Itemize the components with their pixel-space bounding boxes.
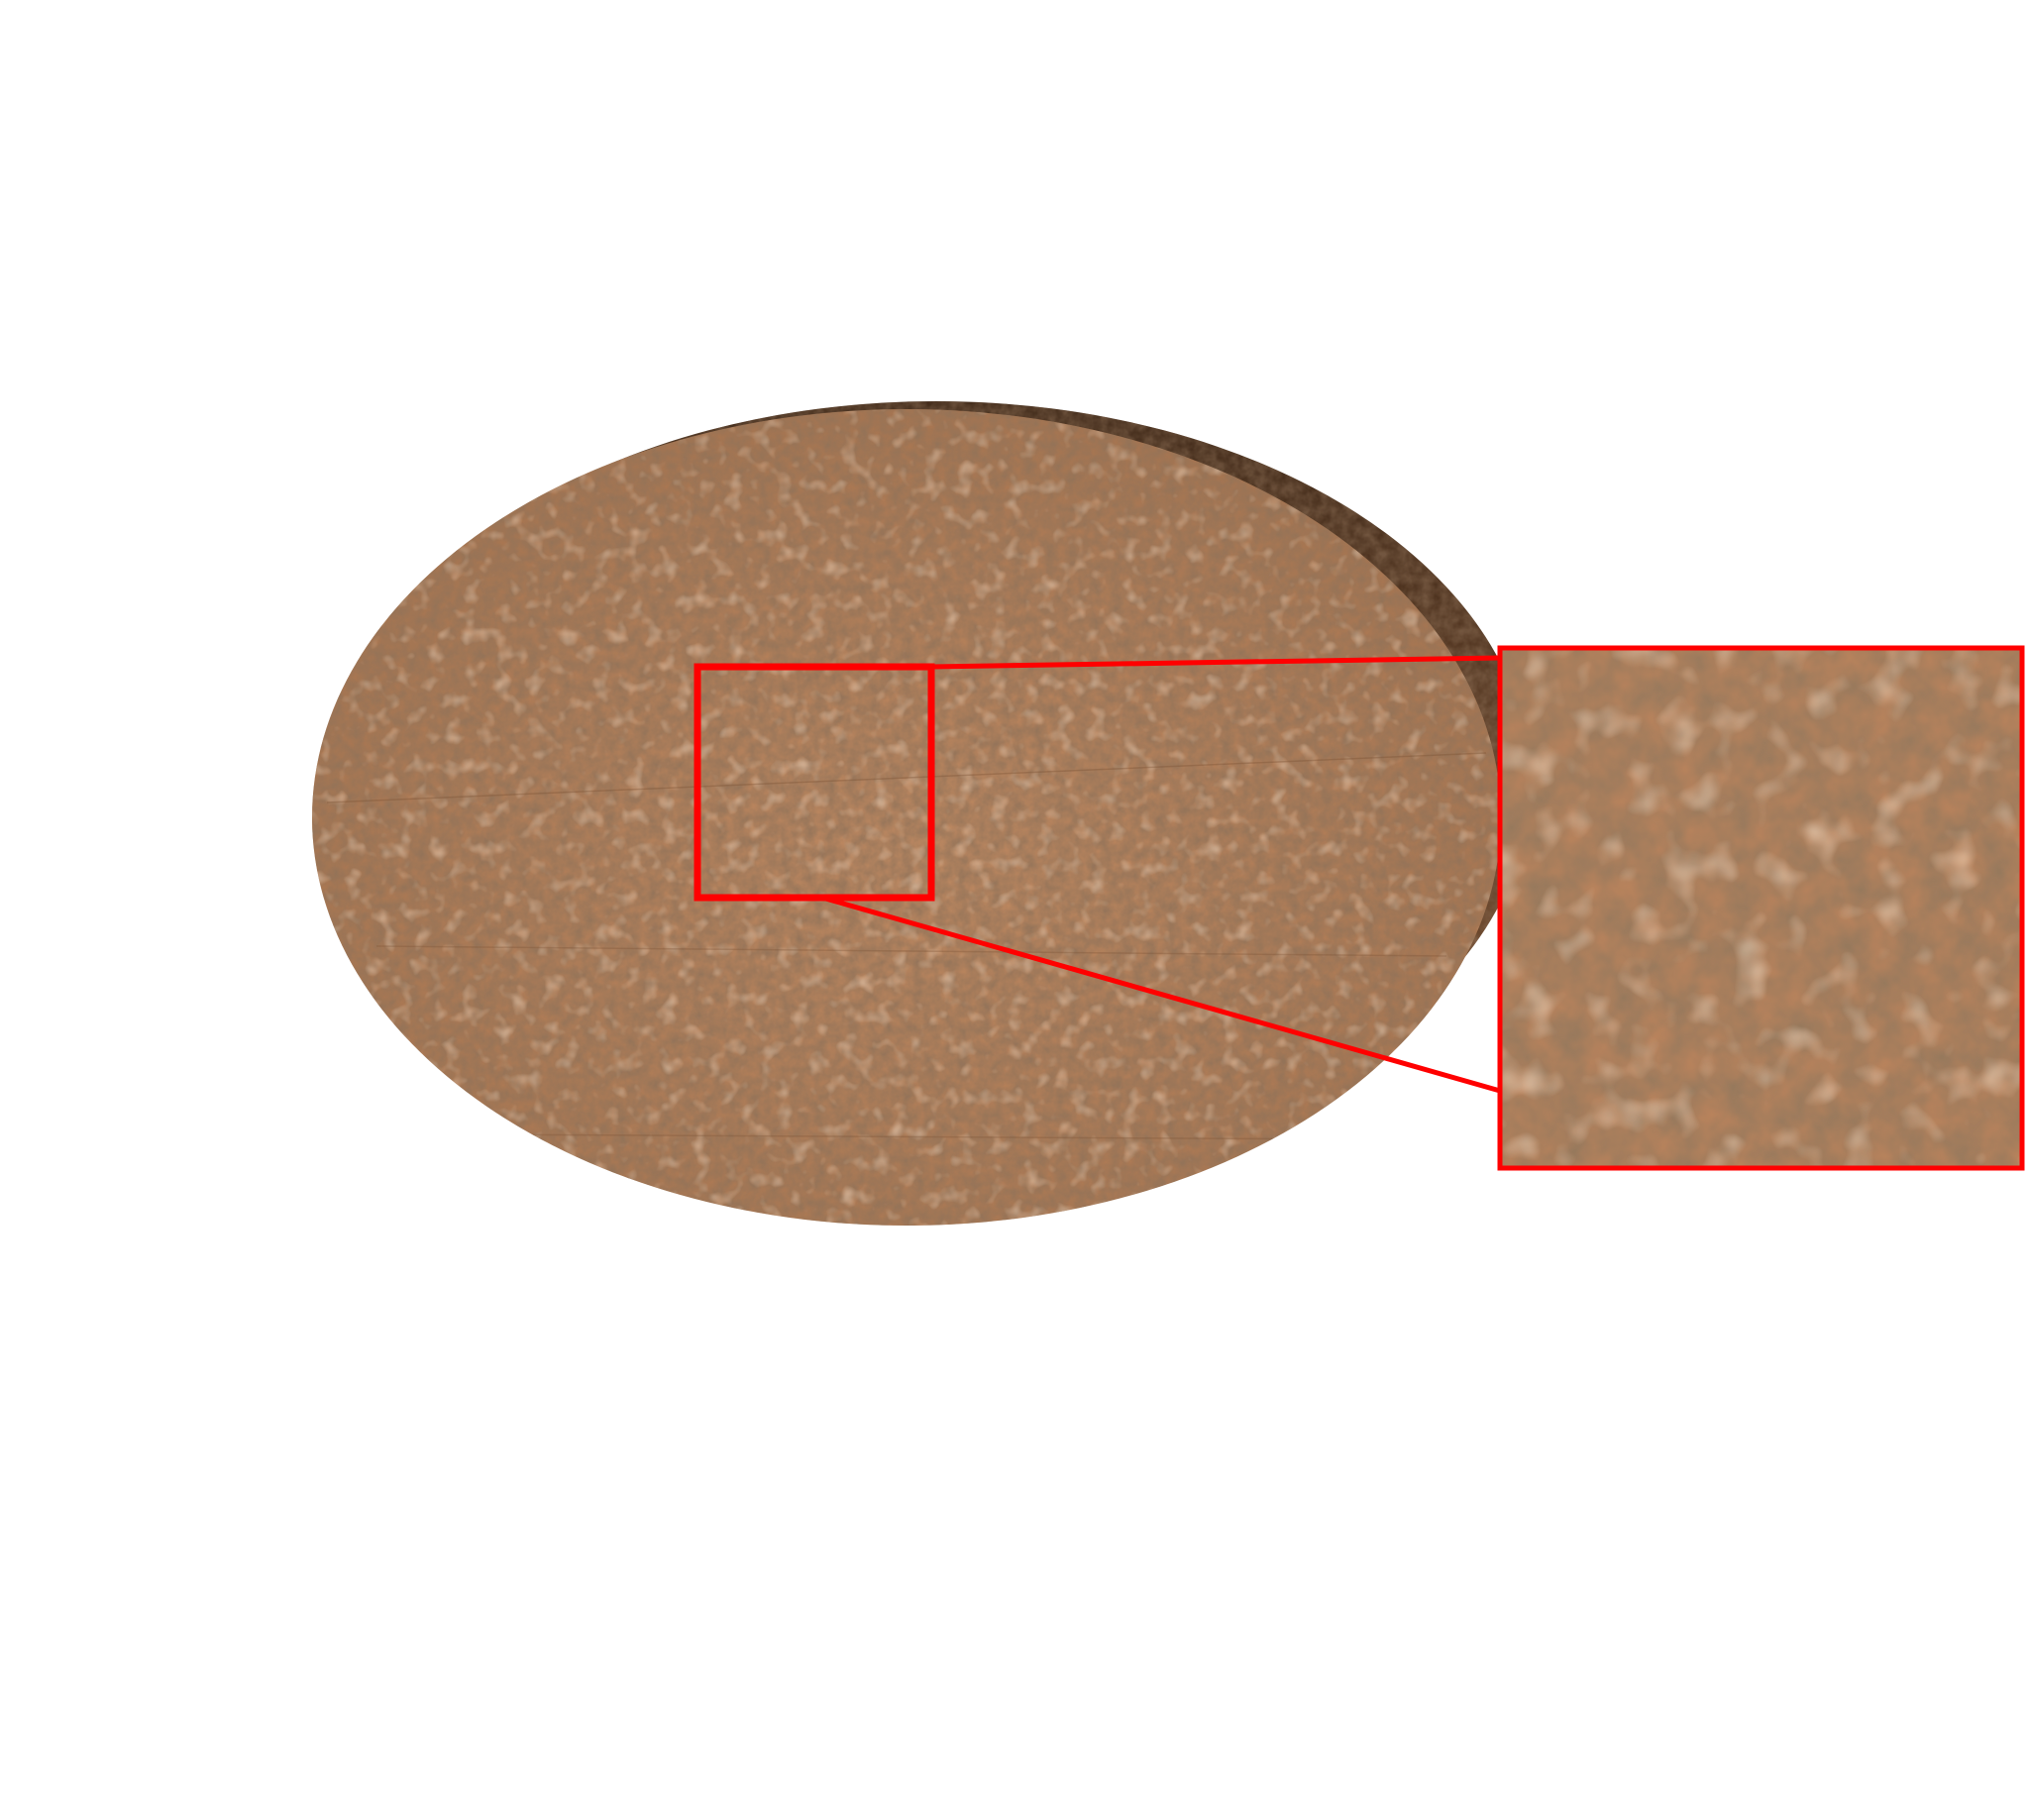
highlight-box xyxy=(694,663,935,902)
zoom-inset-frame xyxy=(1497,645,2025,1171)
disc-face xyxy=(312,409,1501,1226)
connector-line-bottom xyxy=(821,895,1501,1094)
connector-line-top xyxy=(930,655,1501,670)
zoom-inset xyxy=(1497,645,2025,1171)
